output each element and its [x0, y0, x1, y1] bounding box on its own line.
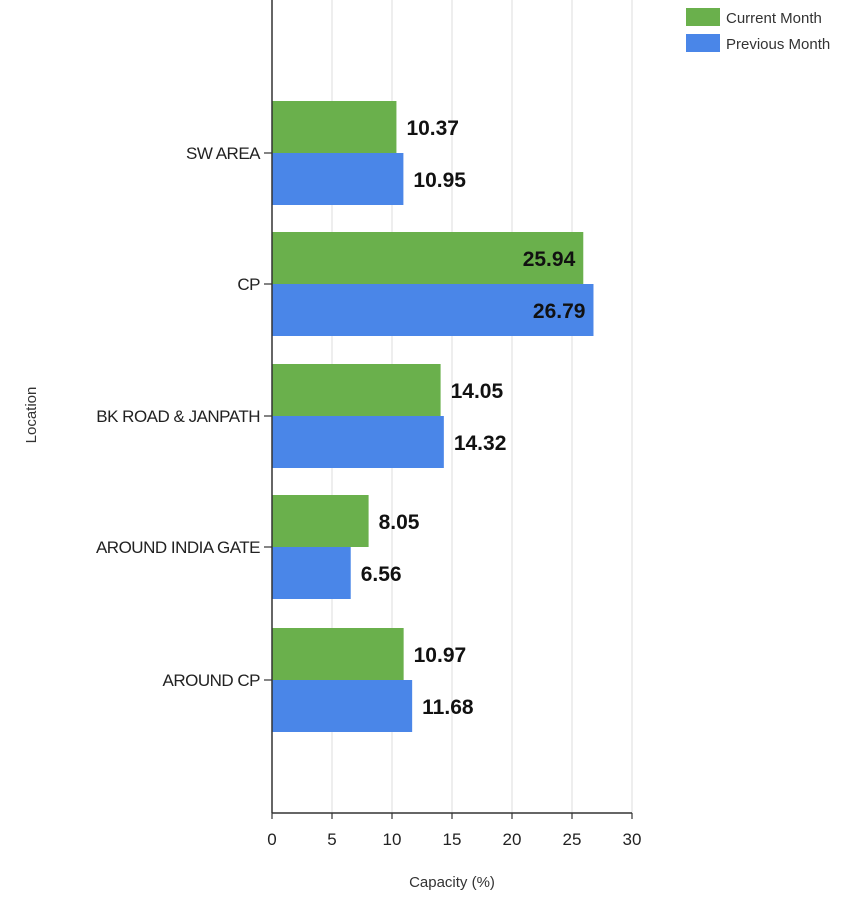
bar	[272, 153, 404, 205]
legend-label: Current Month	[726, 10, 822, 27]
y-axis-title: Location	[23, 387, 40, 444]
y-category-label: AROUND CP	[162, 671, 260, 690]
data-label: 25.94	[523, 248, 576, 271]
data-label: 11.68	[422, 696, 474, 719]
y-category-label: CP	[237, 275, 260, 294]
bar	[272, 101, 397, 153]
bar	[272, 495, 369, 547]
bar	[272, 628, 404, 680]
y-category-label: SW AREA	[186, 144, 261, 163]
bar	[272, 547, 351, 599]
legend-label: Previous Month	[726, 36, 830, 53]
x-tick-label: 10	[383, 830, 402, 849]
x-tick-label: 0	[267, 830, 276, 849]
bar	[272, 284, 594, 336]
x-tick-label: 5	[327, 830, 336, 849]
data-label: 14.32	[454, 432, 507, 455]
y-category-label: AROUND INDIA GATE	[96, 538, 260, 557]
bars	[272, 101, 594, 732]
bar	[272, 364, 441, 416]
data-label: 10.97	[414, 644, 467, 667]
x-tick-label: 25	[563, 830, 582, 849]
bar	[272, 680, 413, 732]
legend: Current Month Previous Month	[686, 8, 830, 53]
data-label: 10.37	[406, 117, 459, 140]
y-category-label: BK ROAD & JANPATH	[96, 407, 260, 426]
data-label: 6.56	[361, 563, 402, 586]
x-ticks: 0 5 10 15 20 25 30	[267, 813, 641, 849]
data-label: 26.79	[533, 300, 586, 323]
data-label: 10.95	[413, 169, 466, 192]
x-axis-title: Capacity (%)	[409, 874, 495, 891]
x-tick-label: 30	[623, 830, 642, 849]
legend-swatch	[686, 8, 720, 26]
data-labels: 10.37 10.95 25.94 26.79 14.05 14.32 8.05 6.56 10…	[361, 117, 586, 719]
x-tick-label: 20	[503, 830, 522, 849]
data-label: 8.05	[379, 511, 420, 534]
bar	[272, 416, 444, 468]
legend-swatch	[686, 34, 720, 52]
x-tick-label: 15	[443, 830, 462, 849]
y-categories: SW AREA CP BK ROAD & JANPATH AROUND INDIA G…	[96, 144, 272, 690]
data-label: 14.05	[451, 380, 504, 403]
bar	[272, 232, 584, 284]
